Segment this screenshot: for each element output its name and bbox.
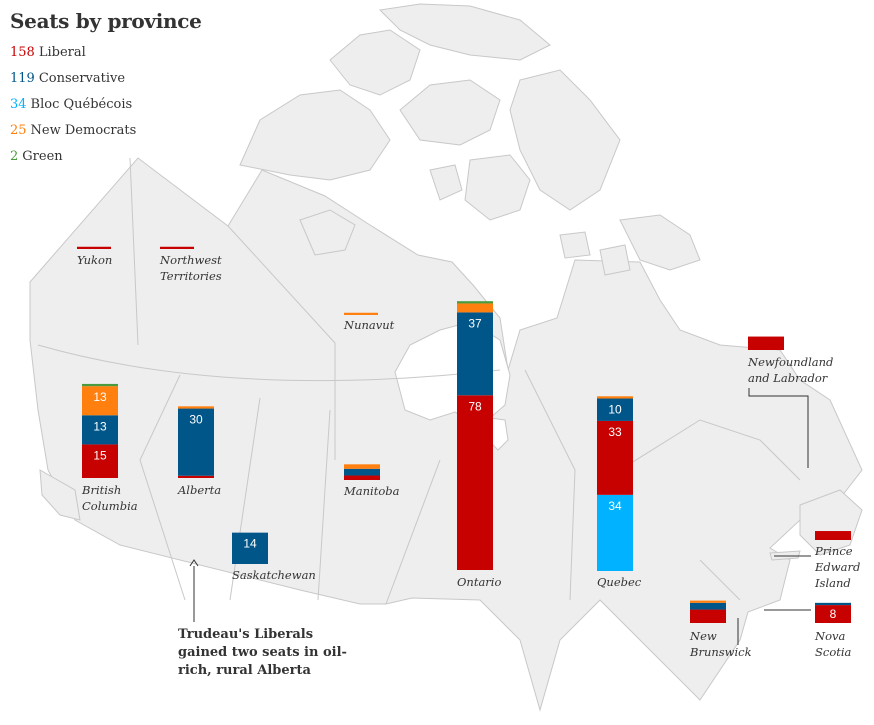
- arctic-island: [378, 3, 551, 61]
- legend-count-bloc: 34: [10, 97, 27, 112]
- bar-label-ontario-conservative: 37: [468, 316, 482, 330]
- bar-nova-scotia-liberal: [815, 605, 851, 623]
- bar-newfoundland-liberal: [748, 336, 784, 350]
- arctic-island: [329, 29, 421, 96]
- label-manitoba: Manitoba: [344, 484, 400, 498]
- legend-party-ndp: New Democrats: [30, 123, 137, 138]
- bar-ontario-liberal: [457, 395, 493, 570]
- arctic-island: [429, 164, 463, 201]
- label-new-brunswick: New Brunswick: [690, 629, 752, 659]
- bar-saskatchewan-conservative: [232, 532, 268, 564]
- bar-british-columbia-green: [82, 383, 118, 387]
- bar-quebec-conservative: [597, 398, 633, 421]
- bar-label-quebec-bloc: 34: [608, 499, 622, 513]
- label-newfoundland: Newfoundland and Labrador: [748, 355, 834, 385]
- bar-british-columbia-liberal: [82, 444, 118, 478]
- arctic-island: [619, 214, 701, 271]
- bar-quebec-bloc: [597, 494, 633, 571]
- bar-british-columbia-ndp: [82, 386, 118, 416]
- bar-label-saskatchewan-conservative: 14: [243, 537, 257, 551]
- legend-row-green: 2 Green: [10, 148, 136, 174]
- bar-label-nova-scotia-liberal: 8: [830, 607, 837, 621]
- arctic-island: [239, 89, 391, 181]
- legend-row-liberal: 158 Liberal: [10, 44, 136, 70]
- arctic-island: [399, 79, 501, 146]
- bar-manitoba-conservative: [344, 468, 380, 476]
- arctic-island: [559, 231, 591, 259]
- legend-party-green: Green: [22, 149, 63, 164]
- bar-manitoba-liberal: [344, 475, 380, 480]
- label-northwest-territories: Northwest Territories: [160, 253, 222, 283]
- label-quebec: Quebec: [597, 575, 642, 589]
- bar-label-british-columbia-liberal: 15: [93, 448, 107, 462]
- province-borders: [37, 157, 801, 605]
- label-nova-scotia: Nova Scotia: [815, 629, 852, 659]
- bar-new-brunswick-liberal: [690, 609, 726, 623]
- bar-alberta-ndp: [178, 406, 214, 409]
- legend-count-liberal: 158: [10, 45, 35, 60]
- bar-label-british-columbia-conservative: 13: [93, 419, 107, 433]
- bar-label-alberta-conservative: 30: [189, 413, 203, 427]
- label-yukon: Yukon: [77, 253, 113, 267]
- bar-label-ontario-liberal: 78: [468, 399, 482, 413]
- alberta-annotation: Trudeau's Liberals gained two seats in o…: [178, 627, 347, 678]
- bar-british-columbia-conservative: [82, 415, 118, 445]
- page-title: Seats by province: [10, 9, 202, 33]
- bar-pei-liberal: [815, 531, 851, 540]
- legend-count-green: 2: [10, 149, 19, 164]
- callout-lines: [189, 388, 811, 645]
- bar-manitoba-ndp: [344, 464, 380, 469]
- bar-quebec-ndp: [597, 396, 633, 399]
- bar-label-quebec-conservative: 10: [608, 403, 622, 417]
- seat-bars: 15 13 13 30 14 78 37 34 33 10 8: [77, 246, 851, 623]
- legend-count-conservative: 119: [10, 71, 35, 86]
- label-alberta: Alberta: [178, 483, 222, 497]
- bar-new-brunswick-ndp: [690, 600, 726, 603]
- bar-label-quebec-liberal: 33: [608, 425, 622, 439]
- arctic-island: [464, 154, 531, 221]
- bar-alberta-conservative: [178, 408, 214, 476]
- legend-party-bloc: Bloc Québécois: [30, 97, 133, 112]
- label-pei: Prince Edward Island: [815, 544, 861, 590]
- vancouver-island: [39, 469, 81, 521]
- bar-label-british-columbia-ndp: 13: [93, 390, 107, 404]
- legend-row-conservative: 119 Conservative: [10, 70, 136, 96]
- legend-party-conservative: Conservative: [38, 71, 126, 86]
- arctic-island: [509, 69, 621, 211]
- bar-quebec-liberal: [597, 420, 633, 495]
- bar-alberta-liberal: [178, 475, 214, 478]
- legend-row-bloc: 34 Bloc Québécois: [10, 96, 136, 122]
- label-british-columbia: British Columbia: [82, 483, 138, 513]
- bar-ontario-conservative: [457, 312, 493, 396]
- bar-yukon-liberal: [77, 246, 111, 249]
- legend-party-liberal: Liberal: [38, 45, 86, 60]
- bar-new-brunswick-conservative: [690, 602, 726, 610]
- bar-northwest-territories-liberal: [160, 246, 194, 249]
- arctic-island: [299, 209, 356, 256]
- label-ontario: Ontario: [457, 575, 502, 589]
- bar-nova-scotia-conservative: [815, 602, 851, 606]
- legend-count-ndp: 25: [10, 123, 27, 138]
- label-nunavut: Nunavut: [344, 318, 395, 332]
- arctic-island: [599, 244, 631, 276]
- label-saskatchewan: Saskatchewan: [232, 568, 316, 582]
- legend: 158 Liberal 119 Conservative 34 Bloc Québéc…: [10, 44, 136, 174]
- legend-row-ndp: 25 New Democrats: [10, 122, 136, 148]
- bar-ontario-green: [457, 301, 493, 304]
- bar-nunavut-ndp: [344, 312, 378, 315]
- bar-ontario-ndp: [457, 303, 493, 313]
